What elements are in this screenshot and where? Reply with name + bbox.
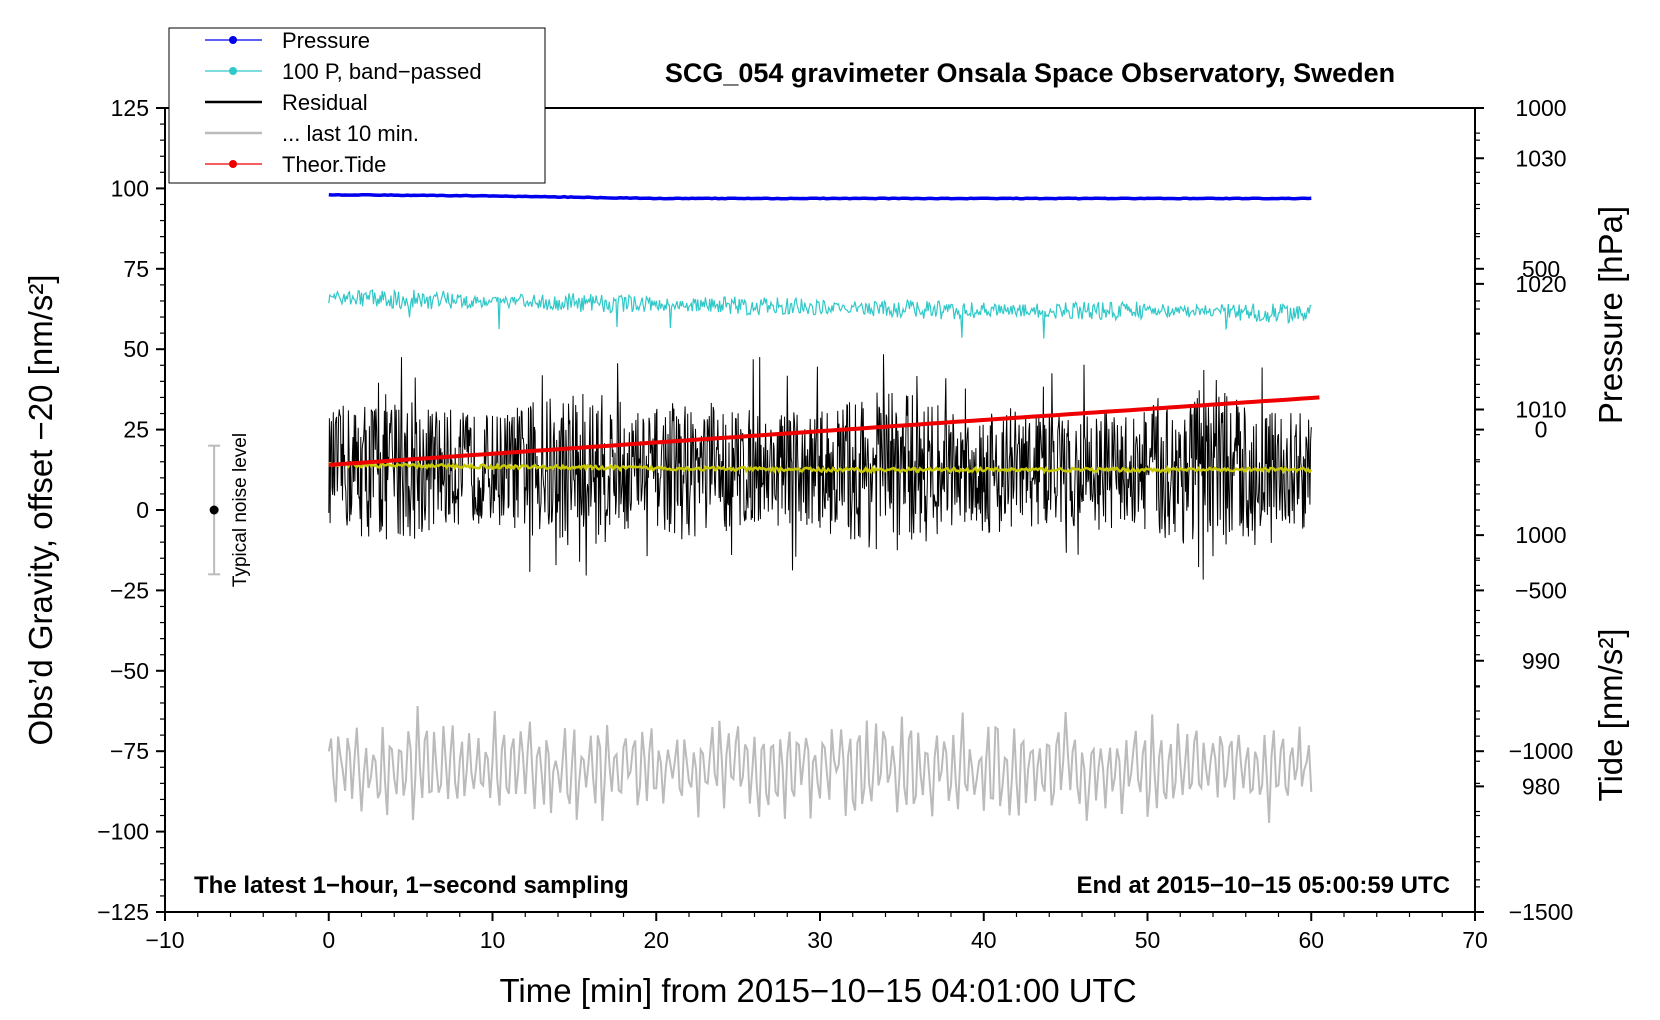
- series-layer: [327, 192, 1320, 823]
- chart-title: SCG_054 gravimeter Onsala Space Observat…: [665, 58, 1395, 88]
- noise-level-label: Typical noise level: [230, 433, 251, 587]
- legend-box: [168, 27, 546, 184]
- pressure-tick-label: 1000: [1515, 522, 1566, 548]
- legend-item-100-p-band-passed: 100 P, band−passed: [205, 59, 482, 84]
- annotation-end-time: End at 2015−10−15 05:00:59 UTC: [1076, 872, 1450, 899]
- y-left-tick-label: 100: [111, 175, 149, 201]
- y-left-tick-label: −25: [110, 577, 149, 603]
- pressure-tick-label: 980: [1522, 773, 1560, 799]
- series-residual-mean: [328, 461, 1313, 475]
- noise-level-indicator: Typical noise level: [208, 433, 251, 587]
- x-tick-label: −10: [145, 927, 184, 953]
- tide-tick-label: 500: [1522, 256, 1560, 282]
- legend-label: Pressure: [282, 28, 370, 53]
- legend-label: Residual: [282, 90, 368, 115]
- y-left-tick-label: 50: [123, 336, 149, 362]
- legend-item-last-10-min: ... last 10 min.: [205, 121, 419, 146]
- tide-tick-label: −1000: [1509, 738, 1574, 764]
- y-axis-title-tide: Tide [nm/s²]: [1592, 629, 1629, 802]
- x-tick-label: 0: [322, 927, 335, 953]
- legend-swatch-marker: [229, 67, 237, 75]
- x-tick-label: 10: [480, 927, 506, 953]
- series-band-passed-pressure: [328, 288, 1312, 339]
- y-axis-tide: 1000 500 0 −500 −1000 −1500: [1475, 95, 1573, 925]
- pressure-tick-label: 1010: [1515, 397, 1566, 423]
- legend-label: Theor.Tide: [282, 152, 386, 177]
- x-tick-label: 20: [643, 927, 669, 953]
- y-axis-pressure: 1030 1020 1010 1000 990 980: [1475, 107, 1567, 888]
- y-axis-title-left: Obs’d Gravity, offset −20 [nm/s²]: [22, 274, 59, 745]
- y-left-tick-label: 0: [136, 497, 149, 523]
- y-left-tick-label: −125: [97, 899, 149, 925]
- legend-item-pressure: Pressure: [205, 28, 370, 53]
- tide-tick-label: −1500: [1509, 899, 1574, 925]
- series-pressure: [328, 192, 1312, 201]
- series-theoretical-tide: [328, 395, 1320, 467]
- series-residual: [328, 354, 1312, 580]
- y-left-tick-label: −100: [97, 819, 149, 845]
- tide-tick-label: 1000: [1515, 95, 1566, 121]
- x-tick-label: 40: [971, 927, 997, 953]
- x-axis-title: Time [min] from 2015−10−15 04:01:00 UTC: [499, 972, 1136, 1009]
- pressure-tick-label: 1020: [1515, 271, 1566, 297]
- y-left-tick-label: 75: [123, 256, 149, 282]
- legend-item-residual: Residual: [205, 90, 368, 115]
- x-tick-label: 60: [1298, 927, 1324, 953]
- y-axis-left: 125 100 75 50 25 0 −25 −50 −75 −100 −125: [97, 95, 165, 925]
- legend: Pressure 100 P, band−passed Residual ... la…: [168, 27, 546, 184]
- legend-item-theor-tide: Theor.Tide: [205, 152, 386, 177]
- tide-tick-label: −500: [1515, 577, 1567, 603]
- y-left-tick-label: −75: [110, 738, 149, 764]
- tide-tick-label: 0: [1535, 417, 1548, 443]
- legend-label: ... last 10 min.: [282, 121, 419, 146]
- y-left-tick-label: 25: [123, 417, 149, 443]
- x-tick-label: 70: [1462, 927, 1488, 953]
- legend-swatch-marker: [229, 160, 237, 168]
- noise-level-center-dot: [209, 505, 219, 515]
- y-left-tick-label: −50: [110, 658, 149, 684]
- x-axis: −10 0 10 20 30 40 50 60 70: [145, 912, 1488, 953]
- pressure-tick-label: 990: [1522, 648, 1560, 674]
- annotation-sampling: The latest 1−hour, 1−second sampling: [194, 872, 629, 899]
- series-last-10-min: [327, 705, 1313, 823]
- y-axis-title-pressure: Pressure [hPa]: [1592, 206, 1629, 424]
- pressure-tick-label: 1030: [1515, 145, 1566, 171]
- legend-label: 100 P, band−passed: [282, 59, 482, 84]
- legend-swatch-marker: [229, 36, 237, 44]
- x-tick-label: 50: [1135, 927, 1161, 953]
- y-left-tick-label: 125: [111, 95, 149, 121]
- x-tick-label: 30: [807, 927, 833, 953]
